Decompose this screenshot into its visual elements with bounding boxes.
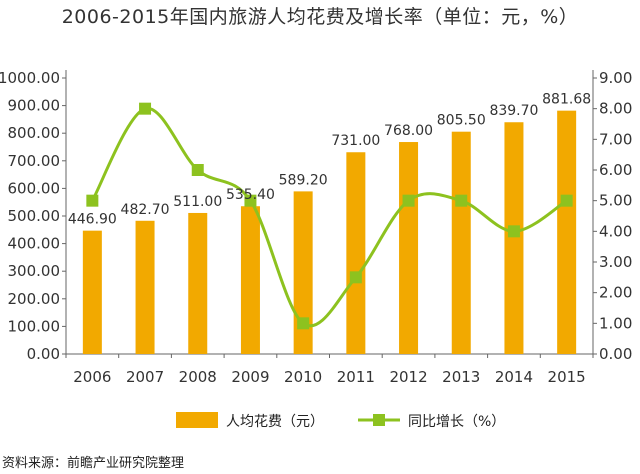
bar-2015 — [557, 110, 577, 355]
growth-line-group — [86, 102, 573, 330]
y-right-tick-label: 8.00 — [599, 100, 632, 118]
y-left-tick-label: 1000.00 — [0, 69, 60, 87]
growth-marker-2008 — [191, 164, 204, 176]
y-left-tick-label: 0.00 — [27, 345, 60, 363]
y-left-tick-label: 800.00 — [8, 124, 61, 142]
y-left-tick-label: 700.00 — [8, 152, 61, 170]
y-right-tick-label: 7.00 — [599, 130, 632, 148]
bar-2014 — [504, 122, 524, 354]
x-tick-label: 2013 — [442, 368, 480, 386]
growth-marker-2007 — [139, 102, 152, 115]
source-note: 资料来源：前瞻产业研究院整理 — [2, 456, 185, 471]
growth-marker-2006 — [86, 194, 99, 207]
x-tick-label: 2010 — [284, 368, 322, 386]
growth-marker-2009 — [244, 194, 257, 207]
bars-group — [82, 110, 577, 355]
growth-marker-2013 — [455, 194, 468, 207]
y-right-tick-label: 1.00 — [599, 314, 632, 332]
y-right-tick-label: 4.00 — [599, 222, 632, 240]
legend-label-growth: 同比增长（%） — [408, 414, 505, 430]
bar-value-label: 839.70 — [489, 103, 538, 119]
x-tick-label: 2008 — [179, 368, 217, 386]
x-tick-label: 2014 — [495, 368, 533, 386]
bar-2008 — [188, 212, 208, 354]
bar-value-label: 768.00 — [384, 123, 433, 139]
legend-label-bars: 人均花费（元） — [226, 414, 324, 430]
growth-line — [91, 107, 568, 328]
bar-value-label: 535.40 — [226, 187, 275, 203]
bar-2010 — [293, 191, 313, 354]
bar-2013 — [451, 131, 471, 354]
growth-marker-2010 — [297, 317, 310, 330]
chart-title: 2006-2015年国内旅游人均花费及增长率（单位：元，%） — [61, 6, 579, 28]
bar-2009 — [240, 206, 260, 354]
y-left-tick-label: 900.00 — [8, 97, 61, 115]
growth-marker-2011 — [349, 271, 362, 284]
bar-2011 — [346, 152, 366, 354]
x-tick-label: 2015 — [548, 368, 586, 386]
bar-2007 — [135, 220, 155, 354]
y-left-tick-label: 400.00 — [8, 235, 61, 253]
growth-marker-2012 — [402, 194, 415, 207]
y-left-tick-label: 100.00 — [8, 317, 61, 335]
growth-marker-2015 — [560, 194, 573, 207]
legend: 人均花费（元） 同比增长（%） — [176, 412, 505, 430]
y-right-tick-label: 3.00 — [599, 253, 632, 271]
bar-2006 — [82, 230, 102, 354]
y-right-tick-label: 5.00 — [599, 192, 632, 210]
bar-value-label: 589.20 — [279, 172, 328, 188]
bar-value-label: 881.68 — [542, 92, 591, 108]
growth-marker-2014 — [507, 225, 520, 238]
bar-2012 — [399, 142, 419, 354]
y-left-tick-label: 300.00 — [8, 262, 61, 280]
x-tick-label: 2006 — [73, 368, 111, 386]
bar-value-label: 511.00 — [173, 194, 222, 210]
legend-marker-growth — [373, 414, 385, 426]
bar-value-label: 482.70 — [121, 202, 170, 218]
bar-value-label: 805.50 — [437, 113, 486, 129]
y-right-tick-label: 6.00 — [599, 161, 632, 179]
y-right-tick-label: 2.00 — [599, 284, 632, 302]
y-left-tick-label: 600.00 — [8, 179, 61, 197]
bar-value-label: 731.00 — [331, 133, 380, 149]
y-left-tick-label: 500.00 — [8, 207, 61, 225]
x-tick-label: 2011 — [337, 368, 375, 386]
y-right-tick-label: 9.00 — [599, 69, 632, 87]
axes-group: 0.00 100.00 200.00 300.00 400.00 500.00 600.00… — [0, 69, 632, 386]
y-left-tick-label: 200.00 — [8, 290, 61, 308]
x-tick-label: 2012 — [389, 368, 427, 386]
legend-swatch-bars — [176, 412, 218, 428]
x-tick-label: 2009 — [231, 368, 269, 386]
x-tick-label: 2007 — [126, 368, 164, 386]
bar-value-label: 446.90 — [68, 212, 117, 228]
y-right-tick-label: 0.00 — [599, 345, 632, 363]
